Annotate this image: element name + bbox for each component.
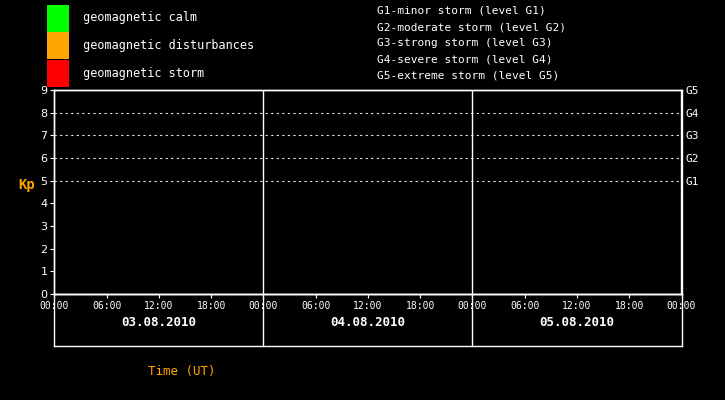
Text: 05.08.2010: 05.08.2010 (539, 316, 615, 329)
FancyBboxPatch shape (47, 60, 69, 87)
Text: G2-moderate storm (level G2): G2-moderate storm (level G2) (377, 22, 566, 32)
FancyBboxPatch shape (47, 32, 69, 58)
Text: G5-extreme storm (level G5): G5-extreme storm (level G5) (377, 70, 559, 81)
Text: geomagnetic calm: geomagnetic calm (76, 12, 197, 24)
Text: G3-strong storm (level G3): G3-strong storm (level G3) (377, 38, 552, 48)
Text: Time (UT): Time (UT) (149, 364, 216, 378)
Y-axis label: Kp: Kp (18, 178, 35, 192)
Text: geomagnetic storm: geomagnetic storm (76, 67, 204, 80)
Text: G1-minor storm (level G1): G1-minor storm (level G1) (377, 6, 546, 16)
FancyBboxPatch shape (47, 4, 69, 32)
Text: G4-severe storm (level G4): G4-severe storm (level G4) (377, 54, 552, 64)
Text: geomagnetic disturbances: geomagnetic disturbances (76, 38, 254, 52)
Text: 04.08.2010: 04.08.2010 (331, 316, 405, 329)
Text: 03.08.2010: 03.08.2010 (121, 316, 196, 329)
